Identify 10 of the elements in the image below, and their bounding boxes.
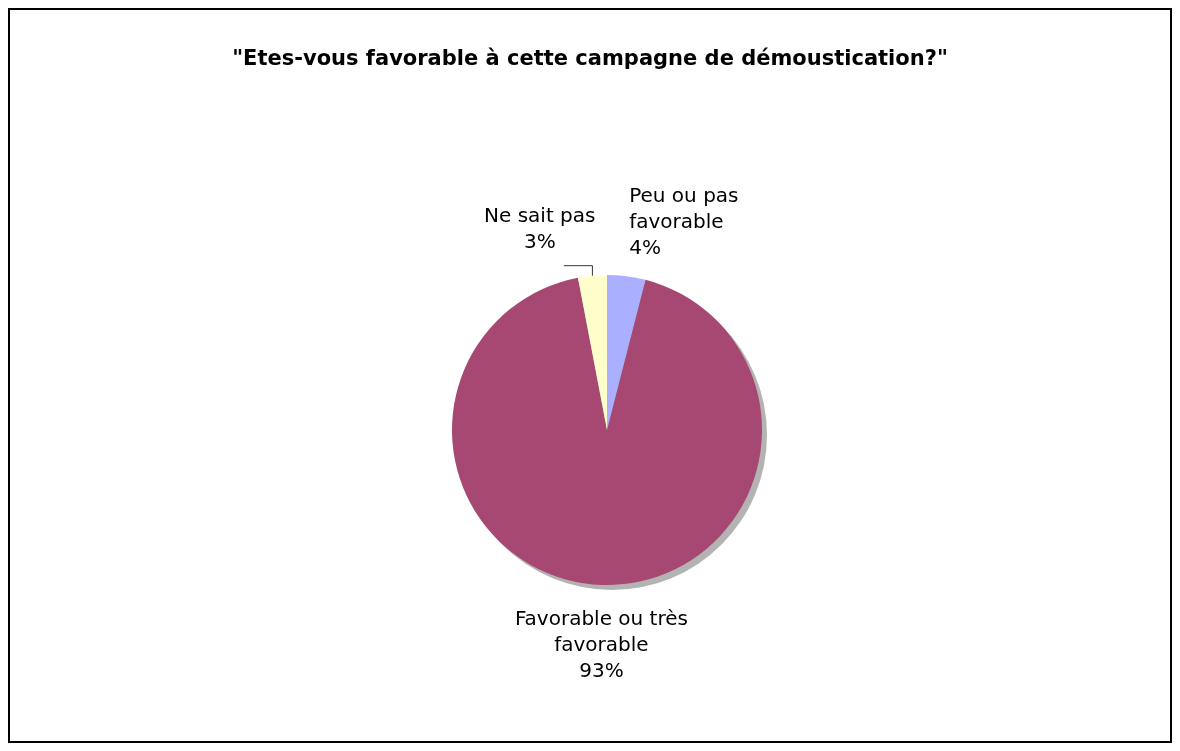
pie-slice — [452, 277, 762, 585]
data-label: 3% — [523, 228, 556, 253]
slice-label: Ne sait pas — [484, 202, 596, 227]
pie-slice — [607, 275, 646, 430]
data-label: 93% — [579, 657, 624, 682]
data-label: 4% — [629, 235, 661, 260]
slice-label: Favorable ou très favorable — [514, 605, 688, 656]
slice-label: Peu ou pas favorable — [629, 183, 739, 234]
pie-slice — [577, 275, 607, 430]
chart-title: "Etes-vous favorable à cette campagne de démoustication?" — [232, 46, 948, 70]
